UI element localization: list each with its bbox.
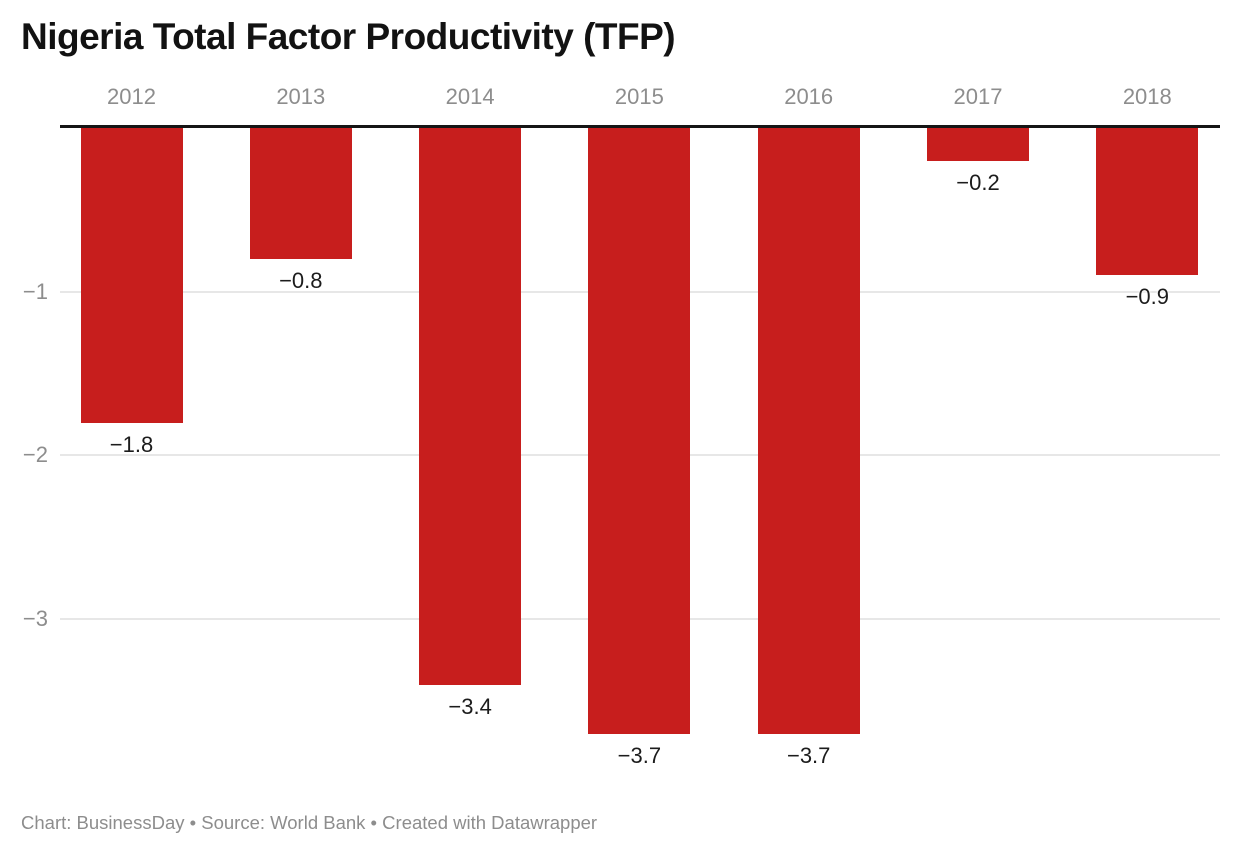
x-label-2016: 2016 [784, 84, 834, 109]
value-label-2012: −1.8 [109, 432, 154, 457]
value-label-2016: −3.7 [786, 743, 831, 768]
y-tick-label--3: −3 [22, 606, 48, 632]
x-label-2014: 2014 [445, 84, 495, 109]
y-tick-label--1: −1 [22, 278, 48, 304]
value-label-2015: −3.7 [617, 743, 662, 768]
y-tick-label--2: −2 [22, 442, 48, 468]
bar-2015[interactable] [588, 128, 691, 734]
x-label-2012: 2012 [107, 84, 156, 109]
bar-2017[interactable] [927, 128, 1029, 161]
bar-2018[interactable] [1096, 128, 1199, 275]
value-label-2014: −3.4 [448, 694, 492, 719]
x-label-2018: 2018 [1122, 84, 1172, 109]
bar-2016[interactable] [757, 128, 860, 734]
value-label-2013: −0.8 [279, 268, 323, 293]
x-label-2015: 2015 [614, 84, 664, 109]
chart-footer-credits: Chart: BusinessDay • Source: World Bank … [21, 812, 598, 833]
chart-title: Nigeria Total Factor Productivity (TFP) [21, 16, 676, 57]
value-label-2018: −0.9 [1125, 284, 1170, 309]
x-axis-zero-line [60, 125, 1220, 128]
bar-2012[interactable] [80, 128, 183, 423]
bar-2013[interactable] [249, 128, 352, 259]
x-label-2017: 2017 [953, 84, 1003, 109]
value-label-2017: −0.2 [956, 170, 1000, 195]
x-label-2013: 2013 [276, 84, 326, 109]
bar-2014[interactable] [419, 128, 522, 685]
